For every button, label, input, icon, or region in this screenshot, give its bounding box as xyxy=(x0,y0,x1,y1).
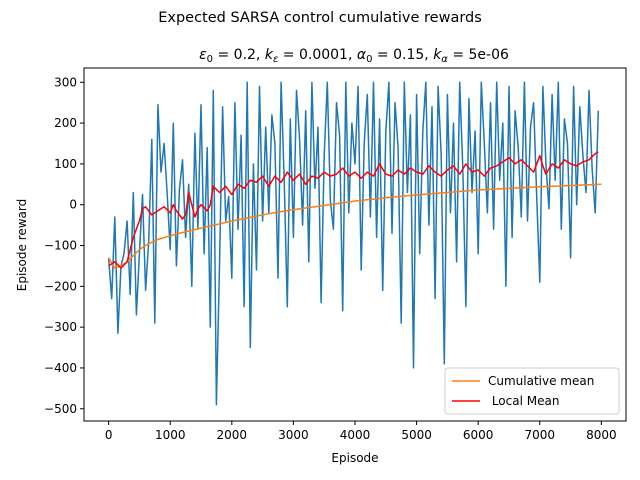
eps0-symbol: ε xyxy=(199,47,207,63)
y-tick-label: −200 xyxy=(44,279,77,293)
y-axis-ticks: −500 −400 −300 −200 −100 0 100 200 300 xyxy=(44,75,84,416)
figure-suptitle: Expected SARSA control cumulative reward… xyxy=(158,10,482,26)
legend: Cumulative mean Local Mean xyxy=(444,367,620,415)
chart-subtitle: ε0 = 0.2, kε = 0.0001, α0 = 0.15, kα = 5… xyxy=(199,47,509,65)
y-tick-label: −500 xyxy=(44,402,77,416)
x-tick-label: 6000 xyxy=(463,428,494,442)
x-tick-label: 4000 xyxy=(340,428,371,442)
x-tick-label: 1000 xyxy=(155,428,186,442)
y-axis-label: Episode reward xyxy=(15,199,29,292)
keps-value: = 0.0001, xyxy=(278,47,357,63)
x-tick-label: 2000 xyxy=(217,428,248,442)
x-tick-label: 8000 xyxy=(586,428,617,442)
alpha0-value: = 0.15, xyxy=(372,47,433,63)
x-tick-label: 5000 xyxy=(401,428,432,442)
series-cumulative-mean-line xyxy=(107,183,602,269)
x-axis-label: Episode xyxy=(331,451,378,465)
y-tick-label: −100 xyxy=(44,239,77,253)
y-tick-label: 200 xyxy=(54,116,77,130)
kalpha-subscript: α xyxy=(441,54,448,65)
y-tick-label: 300 xyxy=(54,75,77,89)
x-tick-label: 3000 xyxy=(278,428,309,442)
legend-label-local-mean: Local Mean xyxy=(488,394,559,408)
legend-box xyxy=(444,367,620,415)
eps0-value: = 0.2, xyxy=(213,47,265,63)
eps0-subscript: 0 xyxy=(207,54,213,65)
alpha0-symbol: α xyxy=(357,47,367,63)
x-axis-ticks: 0 1000 2000 3000 4000 5000 6000 7000 8000 xyxy=(105,421,617,442)
kalpha-symbol: k xyxy=(433,47,442,63)
x-tick-label: 0 xyxy=(105,428,113,442)
y-tick-label: −400 xyxy=(44,361,77,375)
keps-subscript: ε xyxy=(273,54,279,65)
y-tick-label: 100 xyxy=(54,157,77,171)
kalpha-value: = 5e-06 xyxy=(448,47,509,63)
series-episode-reward-line xyxy=(107,81,600,406)
y-tick-label: 0 xyxy=(69,198,77,212)
y-tick-label: −300 xyxy=(44,320,77,334)
keps-symbol: k xyxy=(265,47,274,63)
series-layer xyxy=(107,81,602,406)
alpha0-subscript: 0 xyxy=(366,54,372,65)
legend-label-cumulative-mean: Cumulative mean xyxy=(488,374,594,388)
series-local-mean-line xyxy=(108,151,599,269)
x-tick-label: 7000 xyxy=(524,428,555,442)
